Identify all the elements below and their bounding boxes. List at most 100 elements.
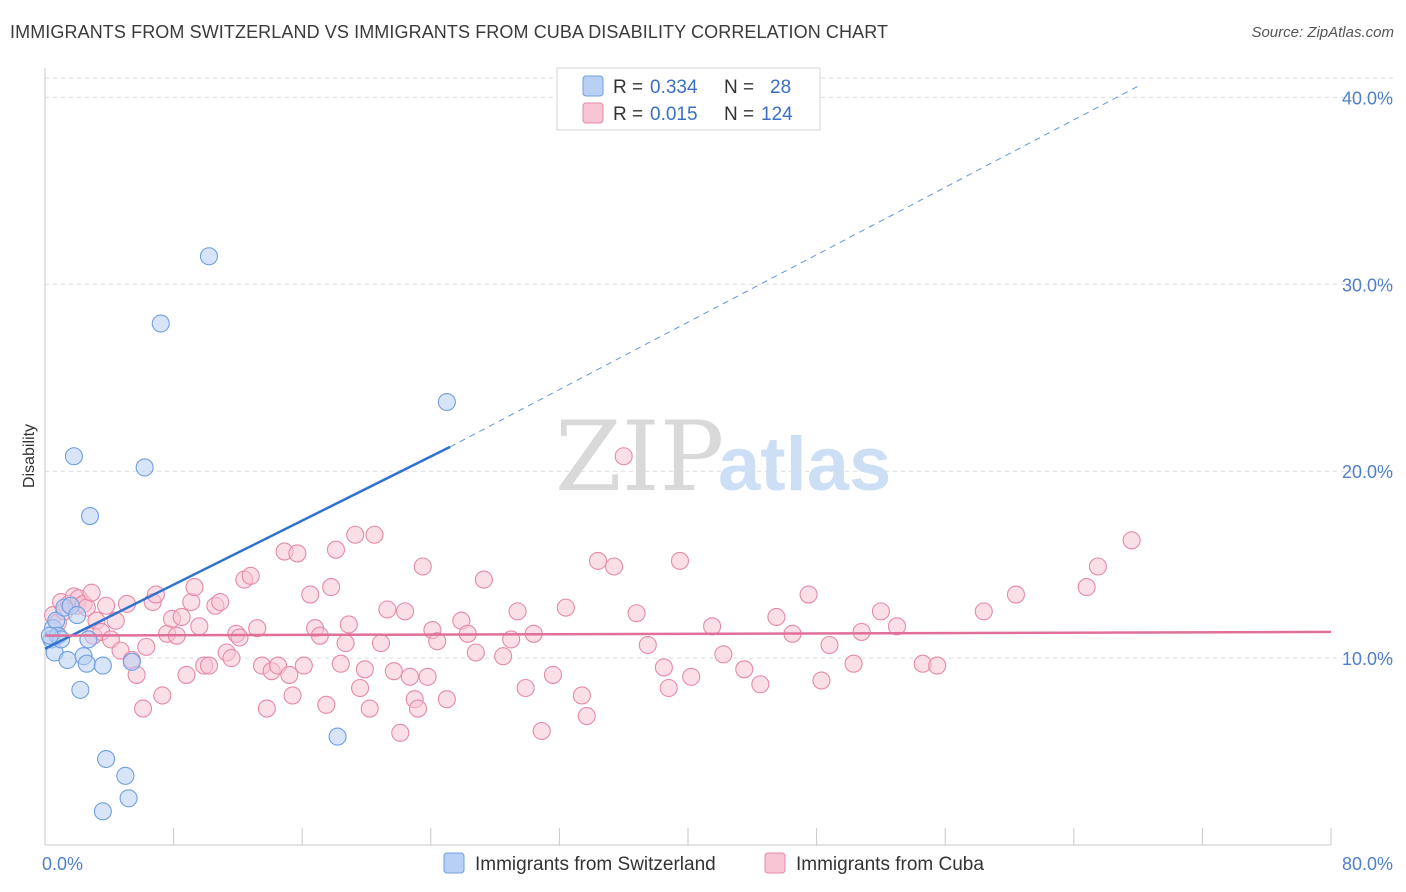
point-cuba [413,557,432,576]
point-cuba [391,723,410,742]
point-cuba [137,637,156,656]
point-cuba [301,585,320,604]
point-cuba [248,619,267,638]
series-legend-swatch-cuba [764,852,786,874]
point-cuba [1088,557,1107,576]
tick-labels: 10.0% 20.0% 30.0% 40.0% 0.0% 80.0% [42,88,1393,874]
point-cuba [317,695,336,714]
point-switzerland [64,447,83,466]
point-cuba [852,622,871,641]
point-switzerland [437,392,456,412]
legend-r-value-2: 0.015 [650,104,698,125]
chart-title: IMMIGRANTS FROM SWITZERLAND VS IMMIGRANT… [10,22,889,42]
point-cuba [336,634,355,653]
point-cuba [384,662,403,681]
point-switzerland [58,650,77,670]
series-legend-label-switzerland: Immigrants from Switzerland [475,854,716,875]
point-cuba [222,649,241,668]
point-cuba [437,690,456,709]
point-switzerland [116,766,135,785]
point-cuba [614,447,633,466]
point-cuba [508,602,527,621]
point-cuba [339,615,358,634]
point-cuba [400,667,419,686]
legend-swatch-switzerland [582,75,604,97]
legend-r-value-1: 0.334 [650,77,698,98]
point-cuba [351,678,370,698]
point-cuba [1006,585,1025,604]
point-cuba [360,699,379,718]
point-cuba [355,660,374,679]
point-cuba [714,645,733,664]
point-cuba [294,656,313,675]
source-credit: Source: ZipAtlas.com [1251,24,1394,41]
point-cuba [654,658,673,677]
y-tick-label: 40.0% [1342,88,1393,108]
point-cuba [682,667,701,686]
point-cuba [844,654,863,673]
point-switzerland [79,630,98,649]
point-switzerland [97,749,116,769]
x-tick-label-max: 80.0% [1342,854,1393,874]
series-legend-swatch-switzerland [443,852,465,874]
trend-lines [44,85,1332,650]
point-switzerland [68,606,87,625]
point-cuba [396,602,415,621]
legend-n-value-1: 28 [770,77,791,98]
point-cuba [928,656,947,675]
point-cuba [572,686,591,705]
point-cuba [97,596,116,615]
point-cuba [767,607,786,627]
stats-legend: R = 0.334 N = 28 R = 0.015 N = 124 [556,67,821,131]
point-switzerland [71,680,90,699]
point-cuba [659,678,678,698]
point-cuba [751,675,770,694]
point-cuba [280,665,299,684]
legend-n-value-2: 124 [761,104,793,125]
point-cuba [322,578,341,597]
point-cuba [241,566,260,585]
point-cuba [871,602,890,621]
point-cuba [799,585,818,604]
watermark-atlas: atlas [718,422,891,507]
point-switzerland [119,789,138,808]
trend-switzerland [44,445,451,650]
point-cuba [532,721,551,741]
point-cuba [346,525,365,544]
point-cuba [199,656,219,675]
point-cuba [378,600,397,619]
point-cuba [466,643,485,662]
point-switzerland [80,506,100,526]
y-tick-label: 20.0% [1342,462,1393,482]
point-cuba [230,628,249,647]
point-cuba [735,660,754,679]
series-legend-label-cuba: Immigrants from Cuba [796,854,984,875]
watermark-zip: ZIP [555,401,724,513]
point-cuba [288,544,307,563]
trend-cuba [44,630,1332,637]
point-cuba [283,686,302,705]
point-cuba [211,592,230,612]
point-cuba [371,634,391,653]
point-cuba [577,706,596,726]
point-switzerland [151,314,170,333]
point-cuba [134,699,153,718]
y-tick-label: 10.0% [1342,649,1393,669]
y-tick-label: 30.0% [1342,275,1393,295]
point-cuba [177,665,196,684]
point-cuba [605,557,624,576]
point-cuba [365,525,384,544]
point-cuba [428,632,447,651]
legend-swatch-cuba [582,102,604,124]
point-cuba [172,607,191,627]
point-cuba [82,583,101,602]
legend-r-label-2: R = [613,104,643,125]
legend-n-label-2: N = [724,104,754,125]
point-switzerland [93,802,112,821]
trend-switzerland-extension [449,85,1139,448]
point-cuba [326,540,346,559]
point-cuba [190,617,209,636]
point-cuba [638,635,657,655]
point-cuba [543,665,563,684]
